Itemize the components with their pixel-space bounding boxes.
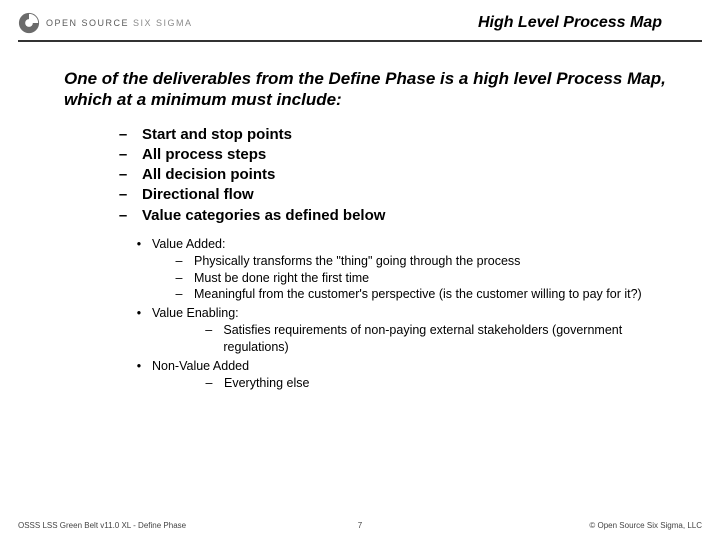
- bullet-dash-icon: –: [118, 125, 128, 145]
- value-category: • Non-Value Added: [134, 358, 662, 375]
- value-category: • Value Added:: [134, 236, 662, 253]
- value-category-item-text: Meaningful from the customer's perspecti…: [194, 286, 642, 303]
- footer-left: OSSS LSS Green Belt v11.0 XL - Define Ph…: [18, 521, 186, 530]
- level1-bullet: –All process steps: [118, 145, 662, 165]
- value-categories-block: •Value Added:–Physically transforms the …: [134, 236, 662, 392]
- footer: OSSS LSS Green Belt v11.0 XL - Define Ph…: [0, 521, 720, 530]
- footer-right: © Open Source Six Sigma, LLC: [589, 521, 702, 530]
- value-category-item: –Physically transforms the "thing" going…: [174, 253, 662, 270]
- value-category-items: –Everything else: [204, 375, 662, 392]
- value-category-label: Value Enabling:: [152, 305, 239, 322]
- value-category-label: Value Added:: [152, 236, 225, 253]
- bullet-dash-icon: –: [174, 270, 184, 287]
- value-category-item: –Meaningful from the customer's perspect…: [174, 286, 662, 303]
- value-category: • Value Enabling:: [134, 305, 662, 322]
- bullet-dash-icon: –: [174, 286, 184, 303]
- level1-bullet: –Directional flow: [118, 185, 662, 205]
- bullet-dash-icon: –: [204, 322, 213, 339]
- value-category-item: –Everything else: [204, 375, 662, 392]
- brand-text-left: OPEN SOURCE: [46, 18, 129, 28]
- value-category-item: –Satisfies requirements of non-paying ex…: [204, 322, 662, 356]
- value-category-item-text: Everything else: [224, 375, 309, 392]
- bullet-dash-icon: –: [118, 185, 128, 205]
- bullet-dash-icon: –: [174, 253, 184, 270]
- brand-logo-icon: [18, 12, 40, 34]
- value-category-item-text: Must be done right the first time: [194, 270, 369, 287]
- level1-bullet: –All decision points: [118, 165, 662, 185]
- level1-bullet-text: Value categories as defined below: [142, 206, 385, 226]
- bullet-dot-icon: •: [134, 358, 144, 375]
- level1-bullet-text: Start and stop points: [142, 125, 292, 145]
- bullet-dash-icon: –: [118, 145, 128, 165]
- level1-bullet-text: Directional flow: [142, 185, 254, 205]
- bullet-dot-icon: •: [134, 305, 144, 322]
- brand-text-right: SIX SIGMA: [133, 18, 193, 28]
- bullet-dash-icon: –: [204, 375, 214, 392]
- value-category-item-text: Physically transforms the "thing" going …: [194, 253, 520, 270]
- brand-text: OPEN SOURCE SIX SIGMA: [46, 18, 193, 28]
- slide: OPEN SOURCE SIX SIGMA High Level Process…: [0, 0, 720, 540]
- level1-bullet-text: All process steps: [142, 145, 266, 165]
- bullet-dash-icon: –: [118, 206, 128, 226]
- bullet-dot-icon: •: [134, 236, 144, 253]
- value-category-items: –Physically transforms the "thing" going…: [174, 253, 662, 304]
- level1-bullet-text: All decision points: [142, 165, 275, 185]
- brand: OPEN SOURCE SIX SIGMA: [18, 12, 193, 34]
- header-row: OPEN SOURCE SIX SIGMA High Level Process…: [18, 10, 702, 36]
- value-category-item-text: Satisfies requirements of non-paying ext…: [223, 322, 662, 356]
- level1-bullet: –Value categories as defined below: [118, 206, 662, 226]
- level1-bullet-list: –Start and stop points–All process steps…: [118, 125, 662, 226]
- value-category-items: –Satisfies requirements of non-paying ex…: [204, 322, 662, 356]
- value-category-label: Non-Value Added: [152, 358, 249, 375]
- slide-title: High Level Process Map: [478, 14, 662, 32]
- level1-bullet: –Start and stop points: [118, 125, 662, 145]
- bullet-dash-icon: –: [118, 165, 128, 185]
- header-rule: [18, 40, 702, 42]
- value-category-item: –Must be done right the first time: [174, 270, 662, 287]
- footer-page-number: 7: [358, 521, 362, 530]
- intro-paragraph: One of the deliverables from the Define …: [64, 68, 670, 111]
